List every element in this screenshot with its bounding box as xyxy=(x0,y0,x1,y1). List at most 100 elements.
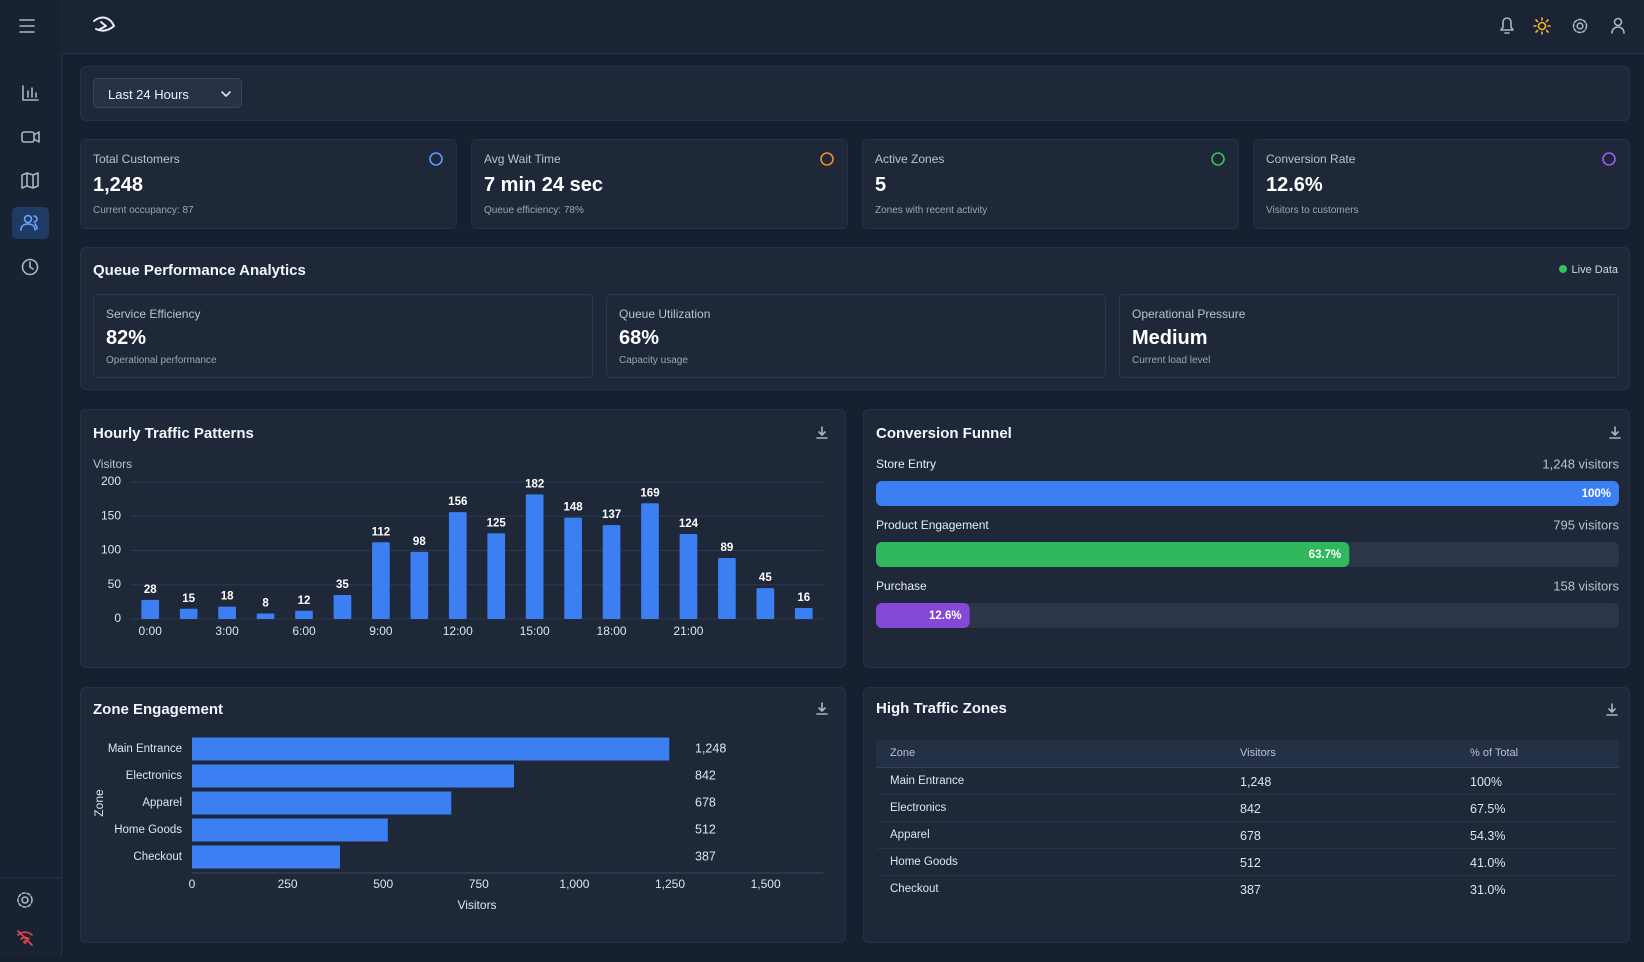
metric-value: 68% xyxy=(619,327,660,349)
bar xyxy=(218,606,236,619)
funnel-bar xyxy=(876,481,1619,506)
kpi-note: Current occupancy: 87 xyxy=(93,205,194,216)
panel-title: Queue Performance Analytics xyxy=(93,262,306,279)
notifications-icon[interactable] xyxy=(1500,17,1514,34)
percent-label: 63.7% xyxy=(1309,549,1342,561)
funnel-bar xyxy=(876,542,1350,567)
metric-note: Current load level xyxy=(1132,355,1211,366)
table-cell: 100% xyxy=(1470,775,1502,789)
x-tick-label: 18:00 xyxy=(597,624,627,638)
kpi-note: Queue efficiency: 78% xyxy=(484,205,584,216)
download-icon[interactable] xyxy=(816,702,828,715)
y-tick-label: 50 xyxy=(108,577,122,591)
queue-panel: Queue Performance Analytics Live Data Se… xyxy=(80,247,1630,390)
live-dot xyxy=(1558,265,1567,273)
funnel-chart: Conversion Funnel Store Entry 1,248 visit… xyxy=(876,425,1621,628)
kpi-note: Zones with recent activity xyxy=(875,205,988,216)
x-tick-label: 1,000 xyxy=(559,877,589,891)
kpi-icon xyxy=(429,152,443,166)
icon-shape xyxy=(820,152,834,166)
table-cell: Home Goods xyxy=(890,856,958,868)
value-label: 28 xyxy=(144,584,157,596)
kpi-label: Active Zones xyxy=(875,152,945,166)
value-label: 15 xyxy=(182,593,195,605)
stage-name: Product Engagement xyxy=(876,518,989,532)
icon-shape xyxy=(1211,152,1225,166)
settings-icon[interactable] xyxy=(17,892,33,908)
kpi-card: Conversion Rate 12.6% Visitors to customer… xyxy=(1253,139,1630,229)
sidebar-icons xyxy=(0,19,61,946)
y-tick-label: Main Entrance xyxy=(108,743,182,755)
row-divider xyxy=(876,794,1619,795)
metric-box: Service Efficiency 82% Operational perform… xyxy=(93,294,593,378)
download-icon[interactable] xyxy=(816,426,828,439)
y-tick-label: Apparel xyxy=(142,797,182,809)
table-cell: Checkout xyxy=(890,883,939,895)
table-panel: High Traffic Zones Zone Visitors % of Tota… xyxy=(863,687,1630,943)
kpi-card: Active Zones 5 Zones with recent activity xyxy=(862,139,1239,229)
y-tick-label: 200 xyxy=(101,474,121,488)
y-axis-label: Zone xyxy=(92,789,106,817)
stage-visitors: 158 visitors xyxy=(1553,578,1619,593)
people-icon[interactable] xyxy=(20,214,38,231)
x-tick-label: 9:00 xyxy=(369,624,393,638)
stage-visitors: 1,248 visitors xyxy=(1542,456,1619,471)
kpi-card: Total Customers 1,248 Current occupancy: 8… xyxy=(80,139,457,229)
x-tick-label: 0:00 xyxy=(139,624,163,638)
row-divider xyxy=(876,848,1619,849)
kpi-value: 5 xyxy=(875,174,887,196)
value-label: 12 xyxy=(298,595,311,607)
x-tick-label: 15:00 xyxy=(520,624,550,638)
bar xyxy=(192,764,515,788)
bar xyxy=(192,845,340,869)
history-icon[interactable] xyxy=(21,258,39,276)
y-tick-label: 100 xyxy=(101,543,121,557)
camera-icon[interactable] xyxy=(21,131,40,143)
value-label: 842 xyxy=(695,768,716,782)
download-icon[interactable] xyxy=(1609,426,1621,439)
user-icon[interactable] xyxy=(1611,17,1625,34)
x-tick-label: 3:00 xyxy=(215,624,239,638)
bar xyxy=(564,517,582,619)
analytics-icon[interactable] xyxy=(22,85,39,101)
bar xyxy=(333,595,352,619)
download-icon[interactable] xyxy=(1605,703,1619,717)
zone-panel: Zone Engagement Zone Visitors 0 250 500 750… xyxy=(80,687,846,943)
zone-chart: Zone Engagement Zone Visitors 0 250 500 750… xyxy=(92,701,828,912)
metric-note: Capacity usage xyxy=(619,355,688,366)
value-label: 148 xyxy=(564,502,584,514)
x-tick-label: 750 xyxy=(469,877,489,891)
x-axis-label: Visitors xyxy=(457,898,496,912)
y-tick-label: Home Goods xyxy=(114,824,182,836)
select-value: Last 24 Hours xyxy=(108,87,189,102)
x-tick-label: 6:00 xyxy=(292,624,316,638)
bar xyxy=(141,599,160,619)
x-tick-label: 1,250 xyxy=(655,877,685,891)
chart-title: Zone Engagement xyxy=(93,701,223,718)
theme-icon[interactable] xyxy=(1533,17,1551,35)
live-status: Live Data xyxy=(1558,264,1618,276)
x-tick-label: 250 xyxy=(278,877,298,891)
panel-title: High Traffic Zones xyxy=(876,700,1007,717)
bar xyxy=(756,588,775,619)
value-label: 124 xyxy=(679,518,699,530)
map-icon[interactable] xyxy=(21,172,39,189)
value-label: 1,248 xyxy=(695,741,726,755)
icon-shape xyxy=(429,152,443,166)
bar xyxy=(179,608,198,619)
menu-icon[interactable] xyxy=(19,19,35,33)
value-label: 8 xyxy=(262,598,269,610)
bar xyxy=(525,494,544,619)
bar xyxy=(295,610,313,619)
logo[interactable] xyxy=(93,16,115,32)
sidebar xyxy=(0,0,62,957)
time-range-select[interactable]: Last 24 Hours xyxy=(93,78,242,108)
kpi-icon xyxy=(1602,152,1616,166)
table-cell: 67.5% xyxy=(1470,802,1506,816)
bar-track xyxy=(876,603,1619,628)
kpi-card: Avg Wait Time 7 min 24 sec Queue efficienc… xyxy=(471,139,848,229)
metric-value: Medium xyxy=(1132,327,1208,349)
settings-icon[interactable] xyxy=(1572,18,1588,34)
y-tick-label: 0 xyxy=(114,611,121,625)
